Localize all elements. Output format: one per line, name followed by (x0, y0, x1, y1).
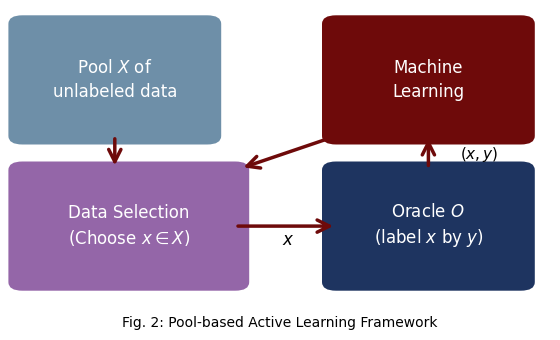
FancyBboxPatch shape (8, 15, 221, 144)
Text: Oracle $\mathit{O}$
(label $\mathit{x}$ by $\mathit{y}$): Oracle $\mathit{O}$ (label $\mathit{x}$ … (374, 203, 483, 249)
FancyBboxPatch shape (8, 162, 249, 291)
FancyBboxPatch shape (322, 162, 535, 291)
Text: $(x, y)$: $(x, y)$ (460, 145, 498, 164)
Text: Pool $\mathit{X}$ of
unlabeled data: Pool $\mathit{X}$ of unlabeled data (53, 59, 177, 101)
FancyBboxPatch shape (322, 15, 535, 144)
Text: Fig. 2: Pool-based Active Learning Framework: Fig. 2: Pool-based Active Learning Frame… (122, 316, 438, 330)
Text: Data Selection
(Choose $\mathit{x} \in \mathit{X}$): Data Selection (Choose $\mathit{x} \in \… (68, 204, 190, 248)
Text: $\mathit{x}$: $\mathit{x}$ (282, 231, 295, 249)
Text: Machine
Learning: Machine Learning (393, 59, 464, 101)
